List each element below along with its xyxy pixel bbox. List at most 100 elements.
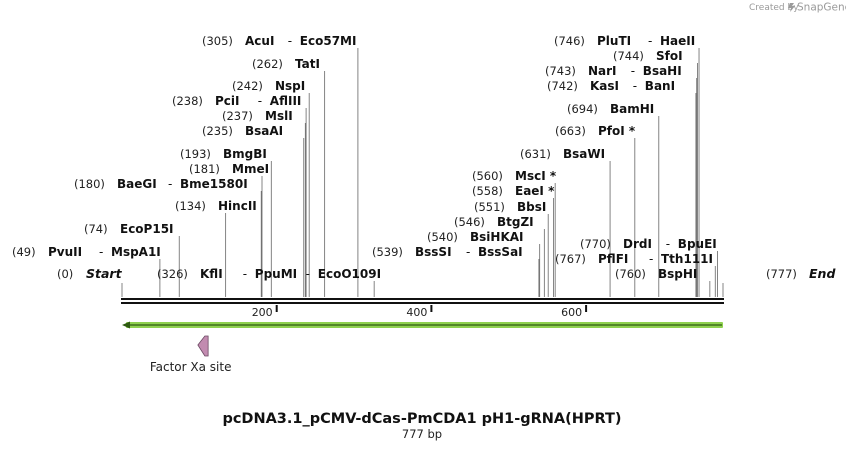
cut-site-enzyme: BsiHKAI <box>470 230 524 244</box>
cut-site[interactable]: (663) PfoI * <box>555 124 636 138</box>
cut-site-labels: (0) Start (49) PvuII - MspA1I (74) EcoP15I(134)… <box>12 34 836 281</box>
cut-site-enzyme: PvuII <box>48 245 82 259</box>
start-label: Start <box>86 266 123 281</box>
cut-site[interactable]: (326) KflI - PpuMI - EcoO109I <box>157 267 381 281</box>
cut-site[interactable]: (74) EcoP15I <box>84 222 174 236</box>
cut-site-enzyme: MmeI <box>232 162 269 176</box>
cut-site-enzyme: EaeI * <box>515 184 555 198</box>
cut-site-enzyme: BpuEI <box>678 237 717 251</box>
cut-site-enzyme: EcoP15I <box>120 222 174 236</box>
cut-site-position: (540) <box>427 230 458 244</box>
cut-site[interactable]: (0) Start <box>57 266 123 281</box>
cut-site[interactable]: (540) BsiHKAI <box>427 230 524 244</box>
cut-site[interactable]: (262) TatI <box>252 57 320 71</box>
cut-site-enzyme: BanI <box>645 79 675 93</box>
cut-site-enzyme: BbsI <box>517 200 546 214</box>
cut-site[interactable]: (767) PflFI - Tth111I <box>555 252 713 266</box>
cut-site[interactable]: (770) DrdI - BpuEI <box>580 237 717 251</box>
cut-site[interactable]: (193) BmgBI <box>180 147 267 161</box>
cut-site-enzyme: BsaHI <box>643 64 682 78</box>
cut-site-separator: - <box>648 34 652 48</box>
cut-site-enzyme: BtgZI <box>497 215 534 229</box>
cut-site[interactable]: (546) BtgZI <box>454 215 534 229</box>
cut-site-separator: - <box>168 177 172 191</box>
orf-arrowhead-icon <box>122 321 130 329</box>
ruler-tick-label: 600 <box>561 306 582 319</box>
cut-site[interactable]: (744) SfoI <box>613 49 683 63</box>
cut-site[interactable]: (134) HincII <box>175 199 257 213</box>
cut-site-position: (551) <box>474 200 505 214</box>
feature-factor-xa-site[interactable]: Factor Xa site <box>150 335 232 374</box>
cut-site-position: (235) <box>202 124 233 138</box>
cut-site-position: (0) <box>57 267 73 281</box>
cut-site-position: (546) <box>454 215 485 229</box>
cut-site[interactable]: (746) PluTI - HaeII <box>554 34 695 48</box>
cut-site-enzyme: Bme1580I <box>180 177 248 191</box>
cut-site[interactable]: (743) NarI - BsaHI <box>545 64 682 78</box>
cut-site-position: (767) <box>555 252 586 266</box>
cut-site-enzyme: SfoI <box>656 49 683 63</box>
cut-site-enzyme: BssSaI <box>478 245 523 259</box>
cut-site[interactable]: (181) MmeI <box>189 162 269 176</box>
cut-site-position: (663) <box>555 124 586 138</box>
cut-site-enzyme: MspA1I <box>111 245 161 259</box>
cut-site-position: (134) <box>175 199 206 213</box>
cut-site-enzyme: PpuMI <box>255 267 297 281</box>
cut-site[interactable]: (551) BbsI <box>474 200 546 214</box>
cut-site[interactable]: (777) End <box>766 266 836 281</box>
cut-site-enzyme: Tth111I <box>661 252 713 266</box>
cut-site-position: (238) <box>172 94 203 108</box>
cut-site-enzyme: BspHI <box>658 267 697 281</box>
cut-site[interactable]: (237) MslI <box>222 109 293 123</box>
sequence-backbone <box>121 298 724 304</box>
cut-site-enzyme: EcoO109I <box>318 267 381 281</box>
cut-site-enzyme: PluTI <box>597 34 631 48</box>
cut-site-enzyme: BssSI <box>415 245 452 259</box>
cut-site[interactable]: (238) PciI - AflIII <box>172 94 301 108</box>
cut-site-position: (631) <box>520 147 551 161</box>
cut-site-position: (262) <box>252 57 283 71</box>
cut-site-enzyme: AflIII <box>270 94 302 108</box>
cut-site-position: (742) <box>547 79 578 93</box>
cut-site[interactable]: (631) BsaWI <box>520 147 605 161</box>
cut-site-separator: - <box>666 237 670 251</box>
ruler: 200 400 600 <box>252 305 588 319</box>
cut-site[interactable]: (694) BamHI <box>567 102 654 116</box>
cut-site-separator: - <box>633 79 637 93</box>
orf-arrow[interactable] <box>122 321 723 329</box>
cut-site-enzyme: PflFI <box>598 252 628 266</box>
cut-site[interactable]: (242) NspI <box>232 79 305 93</box>
cut-site[interactable]: (760) BspHI <box>615 267 697 281</box>
cut-site-position: (777) <box>766 267 797 281</box>
cut-site-position: (237) <box>222 109 253 123</box>
cut-site-position: (746) <box>554 34 585 48</box>
cut-site[interactable]: (180) BaeGI - Bme1580I <box>74 177 248 191</box>
cut-site-position: (560) <box>472 169 503 183</box>
cut-site-position: (326) <box>157 267 188 281</box>
cut-site-enzyme: BsaWI <box>563 147 605 161</box>
sequence-title: pcDNA3.1_pCMV-dCas-PmCDA1 pH1-gRNA(HPRT) <box>222 411 621 427</box>
cut-site-enzyme: NspI <box>275 79 305 93</box>
cut-site-separator: - <box>306 267 310 281</box>
cut-site-enzyme: TatI <box>295 57 320 71</box>
cut-site-position: (539) <box>372 245 403 259</box>
cut-site-enzyme: PciI <box>215 94 240 108</box>
cut-site-separator: - <box>631 64 635 78</box>
cut-site[interactable]: (235) BsaAI <box>202 124 283 138</box>
cut-site-position: (744) <box>613 49 644 63</box>
cut-site[interactable]: (305) AcuI - Eco57MI <box>202 34 356 48</box>
cut-site-position: (558) <box>472 184 503 198</box>
cut-site[interactable]: (742) KasI - BanI <box>547 79 675 93</box>
cut-site-enzyme: KasI <box>590 79 619 93</box>
cut-site[interactable]: (539) BssSI - BssSaI <box>372 245 523 259</box>
cut-site[interactable]: (49) PvuII - MspA1I <box>12 245 161 259</box>
end-label: End <box>809 266 836 281</box>
cut-site[interactable]: (560) MscI * <box>472 169 557 183</box>
cut-site[interactable]: (558) EaeI * <box>472 184 555 198</box>
cut-site-enzyme: Eco57MI <box>300 34 357 48</box>
cut-site-position: (305) <box>202 34 233 48</box>
features: Factor Xa site <box>150 335 232 374</box>
ruler-tick <box>275 305 278 312</box>
cut-site-enzyme: PfoI * <box>598 124 636 138</box>
